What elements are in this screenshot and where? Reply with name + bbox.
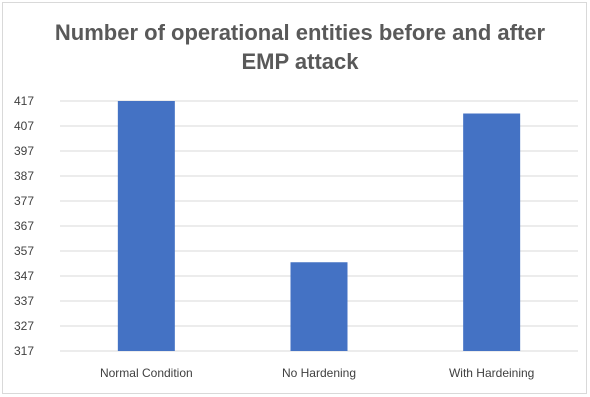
x-tick-label: Normal Condition	[100, 366, 193, 380]
y-tick-label: 377	[14, 194, 34, 208]
x-axis-tick-labels: Normal Condition No Hardening With Hardein…	[100, 366, 534, 380]
x-tick-label: With Hardeining	[449, 366, 534, 380]
x-tick-label: No Hardening	[282, 366, 356, 380]
y-tick-label: 367	[14, 219, 34, 233]
y-tick-label: 417	[14, 94, 34, 108]
bar	[463, 113, 521, 351]
y-tick-label: 397	[14, 144, 34, 158]
bars	[117, 101, 521, 351]
bar	[117, 101, 175, 351]
y-tick-label: 317	[14, 344, 34, 358]
y-tick-label: 407	[14, 119, 34, 133]
y-tick-label: 387	[14, 169, 34, 183]
y-tick-label: 347	[14, 269, 34, 283]
y-tick-label: 337	[14, 294, 34, 308]
chart-title: Number of operational entities before an…	[54, 20, 546, 74]
y-tick-label: 327	[14, 319, 34, 333]
y-axis-tick-labels: 417 407 397 387 377 367 357 347 337 327 317	[14, 94, 34, 358]
bar	[290, 262, 348, 351]
y-tick-label: 357	[14, 244, 34, 258]
